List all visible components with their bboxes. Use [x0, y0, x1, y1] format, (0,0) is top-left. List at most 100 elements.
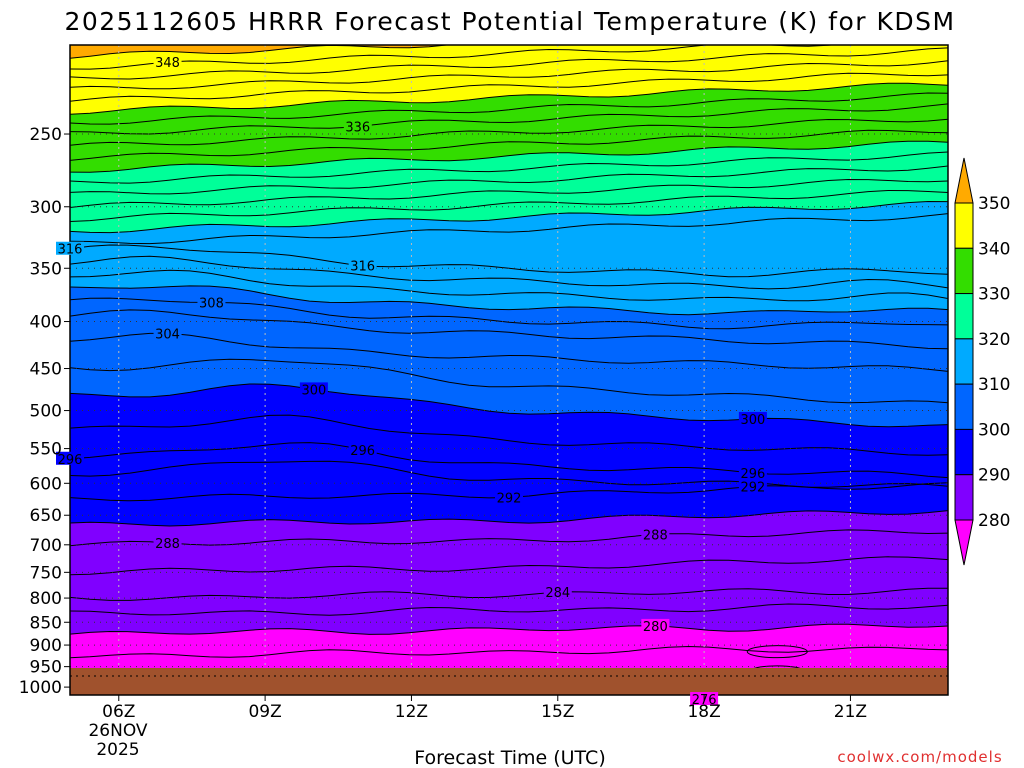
contour-bands	[70, 45, 948, 695]
colorbar-label-330: 330	[978, 285, 1010, 305]
colorbar-label-300: 300	[978, 420, 1010, 440]
isentrope-302	[70, 358, 948, 404]
isentrope-326	[70, 165, 948, 195]
colorbar-bottom-arrow	[954, 519, 974, 566]
colorbar-segment-290	[954, 428, 974, 476]
contour-label-300: 300	[740, 413, 765, 428]
isentrope-284	[70, 587, 948, 601]
isentrope-324	[70, 178, 948, 208]
y-tick-950: 950	[30, 658, 62, 678]
credit-text: coolwx.com/models	[837, 748, 1002, 766]
y-tick-500: 500	[30, 402, 62, 422]
colorbar: 280 290 300 310 320 330 340 350	[954, 157, 1010, 566]
isentrope-306	[70, 309, 948, 350]
contour-label-316: 316	[58, 243, 83, 258]
x-tick-12Z: 12Z	[395, 702, 428, 722]
isentrope-342	[70, 72, 948, 102]
colorbar-label-350: 350	[978, 194, 1010, 214]
x-axis-ticks: 26NOV 2025 06Z 09Z 12Z 15Z 18Z 21Z	[88, 695, 867, 760]
contour-lines	[70, 45, 948, 710]
y-tick-250: 250	[30, 125, 62, 145]
isentrope-336	[70, 103, 948, 135]
colorbar-label-280: 280	[978, 511, 1010, 531]
contour-label-288: 288	[643, 528, 668, 543]
isentrope-290	[70, 510, 948, 527]
contour-label-bg	[153, 535, 182, 549]
colorbar-segment-320	[954, 293, 974, 340]
isentrope-300	[70, 383, 948, 428]
contour-label-300: 300	[301, 383, 326, 398]
x-date-line2: 2025	[96, 740, 139, 760]
contour-label-296: 296	[58, 453, 83, 468]
contour-label-bg	[738, 465, 767, 479]
x-tick-18Z: 18Z	[687, 702, 720, 722]
contour-label-bg	[738, 411, 767, 425]
isentrope-310	[70, 285, 948, 316]
y-tick-1000: 1000	[19, 678, 62, 698]
isentrope-274	[942, 694, 948, 695]
grid-lines	[70, 45, 948, 695]
y-tick-600: 600	[30, 474, 62, 494]
ground	[70, 668, 948, 695]
plot-frame	[69, 44, 949, 696]
isentrope-322	[70, 189, 948, 222]
contour-label-bg	[641, 527, 670, 541]
contour-label-280: 280	[643, 620, 668, 635]
colorbar-label-310: 310	[978, 375, 1010, 395]
contour-label-bg	[56, 241, 84, 255]
colorbar-label-290: 290	[978, 466, 1010, 486]
y-tick-850: 850	[30, 613, 62, 633]
contour-label-group: 3483363163163083043002962962923002962922…	[56, 55, 767, 708]
contour-label-bg	[197, 295, 226, 309]
contour-label-284: 284	[545, 586, 570, 601]
isentrope-314	[70, 255, 948, 290]
y-tick-550: 550	[30, 440, 62, 460]
isentrope-332	[70, 129, 948, 161]
y-axis-ticks: 250 300 350 400 450 500 550 600 650 700 750 800 850 9…	[19, 125, 70, 698]
contour-label-336: 336	[345, 121, 370, 136]
contour-label-316: 316	[350, 260, 375, 275]
contour-label-308: 308	[199, 296, 224, 311]
x-tick-09Z: 09Z	[248, 702, 281, 722]
isentrope-338	[70, 92, 948, 125]
colorbar-segment-300	[954, 383, 974, 430]
x-tick-06Z: 06Z	[102, 702, 135, 722]
contour-label-bg	[348, 258, 377, 272]
isentrope-272	[70, 698, 948, 710]
contour-label-bg	[299, 382, 328, 396]
contour-label-bg	[738, 479, 767, 493]
y-tick-450: 450	[30, 360, 62, 380]
y-tick-300: 300	[30, 198, 62, 218]
y-tick-350: 350	[30, 259, 62, 279]
contour-label-296: 296	[350, 444, 375, 459]
isentrope-304	[70, 332, 948, 372]
contour-label-288: 288	[155, 537, 180, 552]
contour-label-304: 304	[155, 327, 180, 342]
isentrope-286	[70, 556, 948, 576]
y-tick-400: 400	[30, 313, 62, 333]
isentrope-296	[70, 442, 948, 479]
chart-title: 2025112605 HRRR Forecast Potential Tempe…	[64, 7, 955, 36]
colorbar-label-320: 320	[978, 330, 1010, 350]
contour-label-bg	[56, 451, 84, 465]
isentrope-340	[70, 82, 948, 115]
isentrope-294	[70, 460, 948, 488]
closed-contour-upper	[746, 645, 808, 659]
isentrope-312	[70, 269, 948, 302]
isentrope-280	[70, 623, 948, 635]
y-tick-750: 750	[30, 563, 62, 583]
isentrope-328	[70, 151, 948, 184]
isentrope-348	[70, 45, 837, 70]
plot-area	[70, 45, 948, 710]
isentrope-320	[70, 200, 948, 234]
contour-label-bg	[495, 490, 523, 504]
isentrope-334	[70, 118, 948, 146]
isentrope-276	[70, 697, 948, 708]
colorbar-segment-310	[954, 338, 974, 385]
colorbar-segment-280	[954, 474, 974, 521]
colorbar-top-arrow	[954, 157, 974, 204]
contour-label-bg	[348, 442, 377, 456]
contour-label-bg	[543, 585, 572, 599]
y-tick-800: 800	[30, 589, 62, 609]
contour-label-bg	[641, 618, 670, 632]
